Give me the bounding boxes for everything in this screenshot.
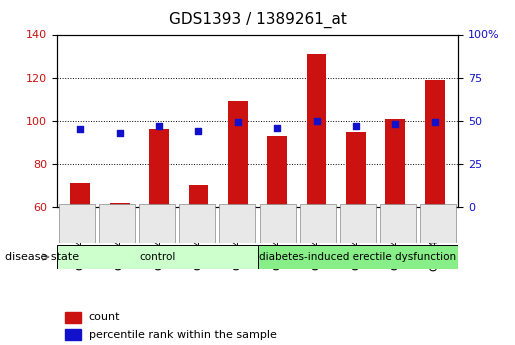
Bar <box>340 204 376 243</box>
Bar <box>139 204 175 243</box>
Bar <box>346 131 366 207</box>
Bar <box>179 204 215 243</box>
Bar <box>267 136 287 207</box>
Text: control: control <box>139 252 175 262</box>
Text: GDS1393 / 1389261_at: GDS1393 / 1389261_at <box>168 12 347 28</box>
Point <box>352 123 360 129</box>
Text: percentile rank within the sample: percentile rank within the sample <box>89 330 277 339</box>
Bar <box>307 54 327 207</box>
Bar <box>99 204 135 243</box>
Point <box>234 120 242 125</box>
Point <box>194 128 202 134</box>
Bar <box>71 183 90 207</box>
Bar <box>149 129 169 207</box>
Bar <box>65 329 81 340</box>
Point <box>431 120 439 125</box>
Point <box>76 127 84 132</box>
Bar <box>57 245 258 269</box>
Point <box>273 125 281 130</box>
Point <box>115 130 124 136</box>
Text: diabetes-induced erectile dysfunction: diabetes-induced erectile dysfunction <box>260 252 456 262</box>
Bar <box>425 80 444 207</box>
Point <box>391 121 400 127</box>
Bar <box>258 245 458 269</box>
Bar <box>188 186 208 207</box>
Text: disease state: disease state <box>5 252 79 262</box>
Bar <box>228 101 248 207</box>
Bar <box>65 312 81 323</box>
Point <box>313 118 321 124</box>
Bar <box>260 204 296 243</box>
Text: count: count <box>89 313 121 322</box>
Bar <box>386 119 405 207</box>
Point <box>155 123 163 129</box>
Bar <box>300 204 336 243</box>
Bar <box>420 204 456 243</box>
Bar <box>110 203 129 207</box>
Bar <box>219 204 255 243</box>
Bar <box>380 204 416 243</box>
Bar <box>59 204 95 243</box>
